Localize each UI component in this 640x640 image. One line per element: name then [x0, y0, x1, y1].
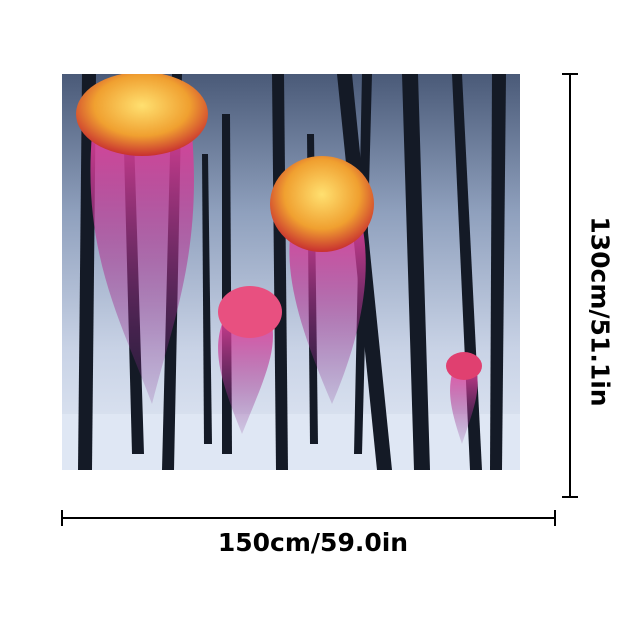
jellyfish-large-left — [76, 74, 208, 404]
width-dimension-line — [62, 517, 555, 519]
height-arrow-bottom — [562, 496, 578, 498]
jellyfish-center — [270, 156, 374, 404]
jellyfish-small-right — [446, 352, 482, 444]
jellyfish-forest-artwork — [62, 74, 520, 470]
width-arrow-right — [554, 510, 556, 526]
height-label: 130cm/51.1in — [585, 216, 615, 407]
height-arrow-top — [562, 73, 578, 75]
width-label: 150cm/59.0in — [217, 528, 409, 557]
jellyfish-small-mid — [218, 286, 282, 434]
height-dimension-line — [569, 74, 571, 497]
width-arrow-left — [61, 510, 63, 526]
tapestry-image — [62, 74, 520, 470]
